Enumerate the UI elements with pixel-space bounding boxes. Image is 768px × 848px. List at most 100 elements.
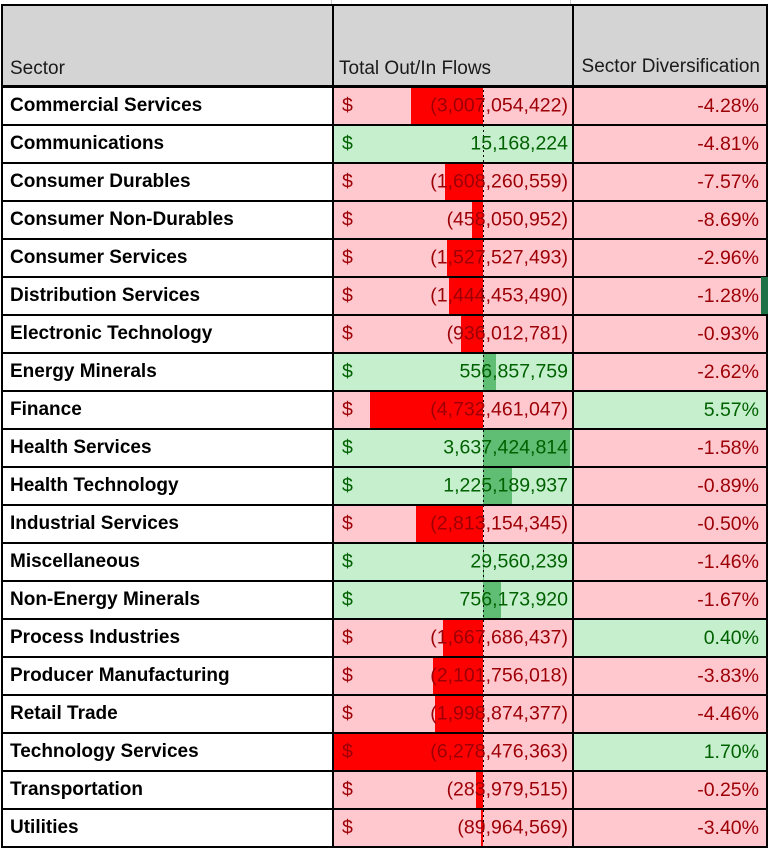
flow-cell[interactable]: $ (6,278,476,363) (332, 732, 574, 772)
sector-cell[interactable]: Miscellaneous (1, 542, 334, 582)
table-row: Health Services $3,637,424,814 -1.58% (1, 428, 768, 468)
currency-symbol: $ (342, 816, 353, 839)
flow-value: (936,012,781) (446, 322, 568, 345)
diversification-cell[interactable]: -1.67% (572, 580, 768, 620)
sector-cell[interactable]: Process Industries (1, 618, 334, 658)
negative-databar (433, 659, 483, 693)
flow-value: 756,173,920 (459, 588, 568, 611)
flow-cell[interactable]: $ (1,608,260,559) (332, 162, 574, 202)
selection-indicator (761, 277, 768, 314)
header-row: Sector Total Out/In Flows Sector Diversi… (1, 4, 768, 88)
diversification-cell[interactable]: -0.89% (572, 466, 768, 506)
header-cell-sector-diversification[interactable]: Sector Diversification (572, 4, 768, 88)
diversification-cell[interactable]: 1.70% (572, 732, 768, 772)
flow-cell[interactable]: $ (283,979,515) (332, 770, 574, 810)
sector-cell[interactable]: Technology Services (1, 732, 334, 772)
sector-cell[interactable]: Consumer Non-Durables (1, 200, 334, 240)
sector-cell[interactable]: Electronic Technology (1, 314, 334, 354)
negative-databar (461, 317, 483, 351)
negative-databar (443, 621, 483, 655)
sector-cell[interactable]: Energy Minerals (1, 352, 334, 392)
flow-cell[interactable]: $ (3,007,054,422) (332, 85, 574, 126)
negative-databar (370, 393, 483, 427)
flow-cell[interactable]: $ (936,012,781) (332, 314, 574, 354)
diversification-cell[interactable]: -4.81% (572, 124, 768, 164)
diversification-cell[interactable]: -8.69% (572, 200, 768, 240)
diversification-cell[interactable]: -0.93% (572, 314, 768, 354)
table-row: Health Technology $1,225,189,937 -0.89% (1, 466, 768, 506)
sector-cell[interactable]: Producer Manufacturing (1, 656, 334, 696)
diversification-cell[interactable]: -1.46% (572, 542, 768, 582)
diversification-cell[interactable]: 0.40% (572, 618, 768, 658)
currency-symbol: $ (342, 284, 353, 307)
flow-cell[interactable]: $ (89,964,569) (332, 808, 574, 848)
sector-cell[interactable]: Industrial Services (1, 504, 334, 544)
table-row: Producer Manufacturing $ (2,101,756,018) -3… (1, 656, 768, 696)
databar-zero-axis (483, 85, 484, 845)
table-row: Process Industries $ (1,667,686,437) 0.40% (1, 618, 768, 658)
flow-cell[interactable]: $ (2,101,756,018) (332, 656, 574, 696)
flow-cell[interactable]: $29,560,239 (332, 542, 574, 582)
currency-symbol: $ (342, 474, 353, 497)
sector-cell[interactable]: Consumer Services (1, 238, 334, 278)
sector-cell[interactable]: Health Services (1, 428, 334, 468)
diversification-cell[interactable]: -3.40% (572, 808, 768, 848)
diversification-cell[interactable]: -4.28% (572, 85, 768, 126)
flow-cell[interactable]: $ (1,527,527,493) (332, 238, 574, 278)
flow-cell[interactable]: $ (458,050,952) (332, 200, 574, 240)
diversification-cell[interactable]: -7.57% (572, 162, 768, 202)
flow-value: (2,813,154,345) (430, 512, 568, 535)
negative-databar (472, 203, 483, 237)
sector-cell[interactable]: Health Technology (1, 466, 334, 506)
table-row: Industrial Services $ (2,813,154,345) -0.50… (1, 504, 768, 544)
negative-databar (481, 811, 483, 845)
sector-cell[interactable]: Finance (1, 390, 334, 430)
flow-value: (1,998,874,377) (430, 702, 568, 725)
header-cell-sector[interactable]: Sector (1, 4, 334, 88)
flow-cell[interactable]: $ (1,998,874,377) (332, 694, 574, 734)
table-row: Utilities $ (89,964,569) -3.40% (1, 808, 768, 848)
table-row: Non-Energy Minerals $756,173,920 -1.67% (1, 580, 768, 620)
negative-databar (447, 241, 483, 275)
header-cell-total-flows[interactable]: Total Out/In Flows (332, 4, 574, 88)
currency-symbol: $ (342, 740, 353, 763)
diversification-cell[interactable]: 5.57% (572, 390, 768, 430)
flow-value: (1,608,260,559) (430, 170, 568, 193)
table-row: Consumer Durables $ (1,608,260,559) -7.57% (1, 162, 768, 202)
sector-cell[interactable]: Utilities (1, 808, 334, 848)
diversification-cell[interactable]: -0.50% (572, 504, 768, 544)
flow-cell[interactable]: $756,173,920 (332, 580, 574, 620)
flow-value: (458,050,952) (446, 208, 568, 231)
diversification-cell[interactable]: -0.25% (572, 770, 768, 810)
sector-cell[interactable]: Transportation (1, 770, 334, 810)
sector-cell[interactable]: Retail Trade (1, 694, 334, 734)
diversification-cell[interactable]: -1.58% (572, 428, 768, 468)
sector-cell[interactable]: Distribution Services (1, 276, 334, 316)
diversification-cell[interactable]: -2.62% (572, 352, 768, 392)
diversification-cell[interactable]: -3.83% (572, 656, 768, 696)
diversification-cell[interactable]: -2.96% (572, 238, 768, 278)
flow-cell[interactable]: $556,857,759 (332, 352, 574, 392)
flow-cell[interactable]: $ (1,444,453,490) (332, 276, 574, 316)
currency-symbol: $ (342, 94, 353, 117)
positive-databar (483, 469, 512, 503)
currency-symbol: $ (342, 512, 353, 535)
diversification-cell[interactable]: -1.28% (572, 276, 768, 316)
table-row: Distribution Services $ (1,444,453,490) -1.… (1, 276, 768, 316)
flow-cell[interactable]: $1,225,189,937 (332, 466, 574, 506)
sector-cell[interactable]: Communications (1, 124, 334, 164)
diversification-cell[interactable]: -4.46% (572, 694, 768, 734)
flow-cell[interactable]: $3,637,424,814 (332, 428, 574, 468)
flow-cell[interactable]: $ (4,732,461,047) (332, 390, 574, 430)
sector-cell[interactable]: Commercial Services (1, 85, 334, 126)
positive-databar (483, 431, 570, 465)
sector-cell[interactable]: Non-Energy Minerals (1, 580, 334, 620)
table-row: Transportation $ (283,979,515) -0.25% (1, 770, 768, 810)
flow-cell[interactable]: $ (2,813,154,345) (332, 504, 574, 544)
flow-cell[interactable]: $ (1,667,686,437) (332, 618, 574, 658)
flow-cell[interactable]: $15,168,224 (332, 124, 574, 164)
sector-cell[interactable]: Consumer Durables (1, 162, 334, 202)
table-row: Consumer Non-Durables $ (458,050,952) -8.69… (1, 200, 768, 240)
table-row: Communications $15,168,224 -4.81% (1, 124, 768, 164)
